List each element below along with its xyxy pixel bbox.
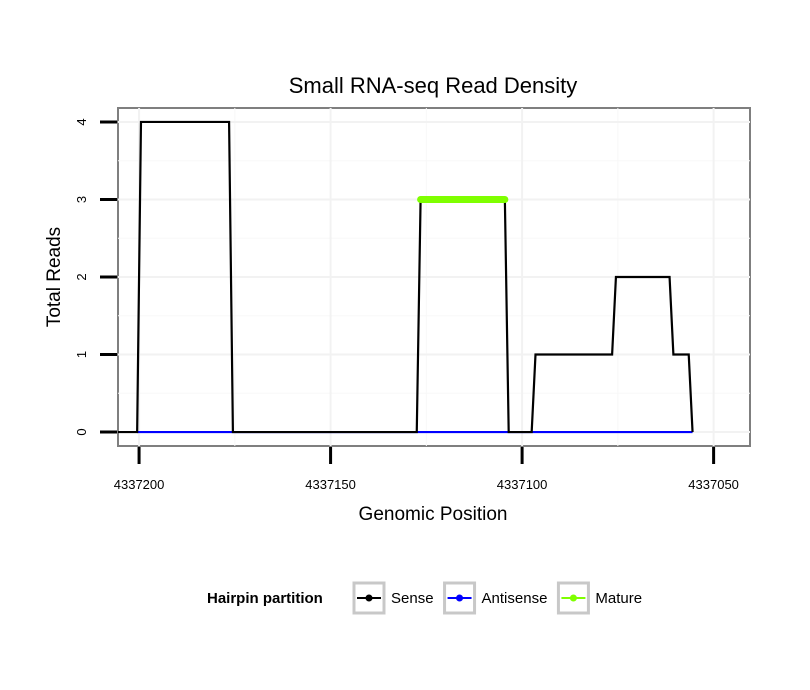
y-tick-label: 4 <box>74 118 89 125</box>
y-axis-title: Total Reads <box>44 227 65 327</box>
series-layer <box>118 120 694 434</box>
minor-gridlines <box>118 108 750 446</box>
series-line-sense <box>118 120 694 434</box>
chart-title: Small RNA-seq Read Density <box>289 73 578 98</box>
x-axis: 4337200 4337150 4337100 4337050 <box>114 447 739 492</box>
legend: Hairpin partition Sense Antisense Mature <box>207 581 642 615</box>
legend-item-mature: Mature <box>556 581 642 615</box>
legend-key-point <box>456 594 464 602</box>
mature-point <box>501 196 508 203</box>
legend-item-sense: Sense <box>352 581 434 615</box>
x-axis-title: Genomic Position <box>359 504 508 525</box>
y-tick-label: 0 <box>74 428 89 435</box>
y-tick-label: 3 <box>74 196 89 203</box>
y-tick-label: 1 <box>74 351 89 358</box>
legend-label: Antisense <box>482 590 548 607</box>
legend-label: Mature <box>595 590 642 607</box>
legend-label: Sense <box>391 590 434 607</box>
x-tick-label: 4337100 <box>497 477 548 492</box>
legend-key-point <box>569 594 577 602</box>
x-tick-label: 4337200 <box>114 477 165 492</box>
legend-title: Hairpin partition <box>207 590 323 607</box>
x-tick-label: 4337150 <box>305 477 356 492</box>
y-tick-label: 2 <box>74 273 89 280</box>
legend-item-antisense: Antisense <box>443 581 548 615</box>
y-axis: 0 1 2 3 4 <box>74 118 117 436</box>
legend-key-point <box>365 594 373 602</box>
x-tick-label: 4337050 <box>688 477 739 492</box>
